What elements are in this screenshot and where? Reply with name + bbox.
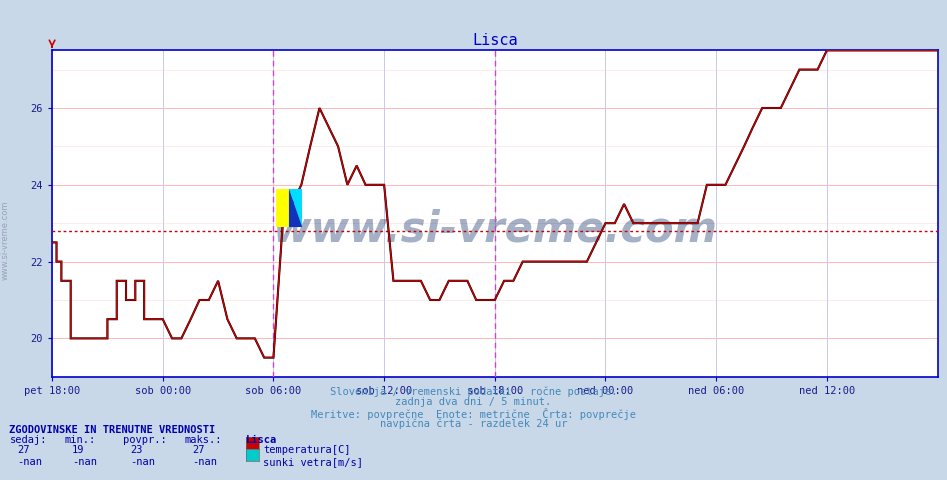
Text: -nan: -nan [131, 457, 155, 468]
Text: Meritve: povprečne  Enote: metrične  Črta: povprečje: Meritve: povprečne Enote: metrične Črta:… [311, 408, 636, 420]
Text: 19: 19 [72, 445, 84, 456]
Bar [276, 189, 289, 227]
Text: 27: 27 [192, 445, 205, 456]
Text: Slovenija / vremenski podatki - ročne postaje.: Slovenija / vremenski podatki - ročne po… [330, 386, 617, 397]
Polygon shape [289, 189, 302, 227]
Polygon shape [289, 189, 302, 227]
Text: maks.:: maks.: [185, 435, 223, 445]
Text: -nan: -nan [72, 457, 97, 468]
Text: navpična črta - razdelek 24 ur: navpična črta - razdelek 24 ur [380, 418, 567, 429]
Text: zadnja dva dni / 5 minut.: zadnja dva dni / 5 minut. [396, 397, 551, 407]
Text: povpr.:: povpr.: [123, 435, 167, 445]
Text: 27: 27 [17, 445, 29, 456]
Text: www.si-vreme.com: www.si-vreme.com [0, 200, 9, 280]
Text: sedaj:: sedaj: [9, 435, 47, 445]
Text: -nan: -nan [17, 457, 42, 468]
Text: min.:: min.: [64, 435, 96, 445]
Text: -nan: -nan [192, 457, 217, 468]
Text: Lisca: Lisca [246, 435, 277, 445]
Text: 23: 23 [131, 445, 143, 456]
Text: www.si-vreme.com: www.si-vreme.com [273, 209, 717, 251]
Title: Lisca: Lisca [472, 33, 518, 48]
Text: ZGODOVINSKE IN TRENUTNE VREDNOSTI: ZGODOVINSKE IN TRENUTNE VREDNOSTI [9, 425, 216, 435]
Text: sunki vetra[m/s]: sunki vetra[m/s] [263, 457, 364, 468]
Text: temperatura[C]: temperatura[C] [263, 445, 350, 456]
